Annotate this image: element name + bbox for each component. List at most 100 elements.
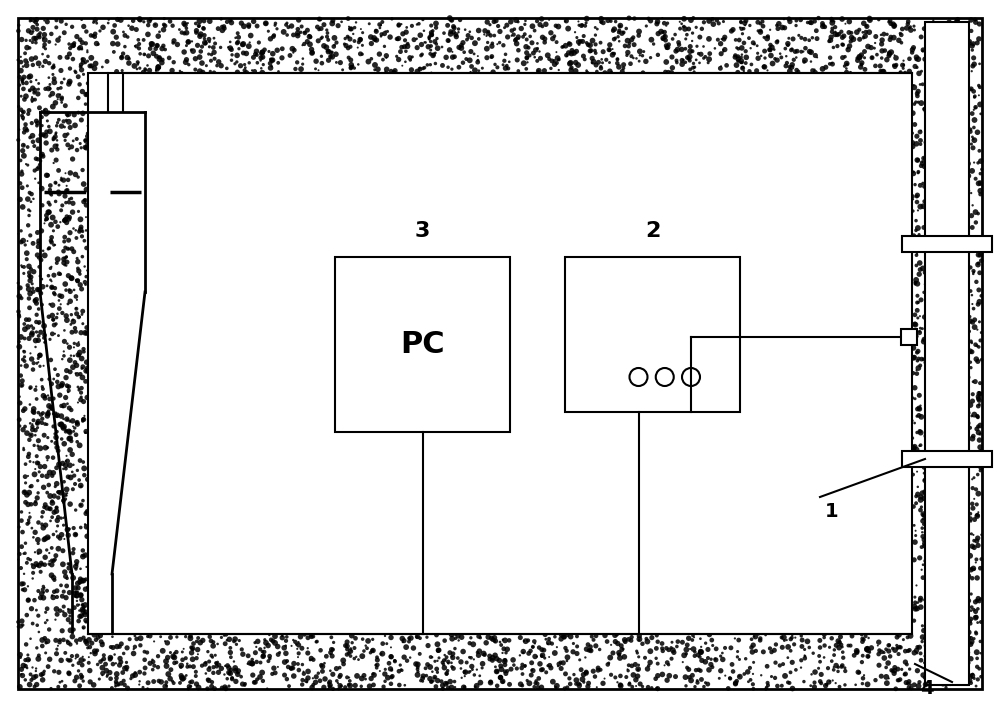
Point: [51, 188, 67, 199]
Point: [58, 252, 74, 263]
Point: [363, 53, 379, 64]
Point: [219, 635, 235, 646]
Point: [367, 34, 383, 45]
Point: [944, 409, 960, 420]
Point: [921, 542, 937, 554]
Point: [953, 493, 969, 504]
Point: [909, 290, 925, 301]
Point: [492, 636, 508, 648]
Point: [76, 621, 92, 633]
Point: [908, 52, 924, 63]
Point: [569, 46, 585, 57]
Point: [851, 667, 867, 678]
Point: [918, 431, 934, 442]
Point: [616, 27, 632, 38]
Point: [33, 255, 49, 266]
Point: [326, 41, 342, 52]
Point: [937, 573, 953, 585]
Point: [24, 117, 40, 129]
Point: [641, 660, 657, 672]
Point: [26, 561, 42, 573]
Point: [843, 640, 859, 651]
Point: [34, 670, 50, 681]
Point: [913, 655, 929, 666]
Point: [948, 570, 964, 581]
Point: [938, 587, 954, 598]
Point: [420, 41, 436, 52]
Point: [941, 473, 957, 484]
Point: [11, 336, 27, 347]
Point: [674, 636, 690, 648]
Point: [946, 420, 962, 431]
Point: [156, 13, 172, 24]
Point: [487, 661, 503, 672]
Point: [73, 522, 89, 533]
Point: [77, 583, 93, 595]
Point: [946, 72, 962, 83]
Point: [709, 15, 725, 26]
Point: [732, 22, 748, 33]
Point: [83, 615, 99, 626]
Point: [920, 654, 936, 665]
Point: [155, 54, 171, 66]
Point: [931, 542, 947, 554]
Point: [11, 391, 27, 402]
Text: 4: 4: [920, 679, 934, 698]
Point: [80, 120, 96, 132]
Point: [428, 681, 444, 692]
Point: [927, 494, 943, 506]
Point: [391, 20, 407, 31]
Point: [414, 49, 430, 60]
Point: [79, 135, 95, 146]
Point: [924, 667, 940, 678]
Point: [966, 265, 982, 276]
Point: [561, 37, 577, 49]
Point: [512, 650, 528, 661]
Point: [855, 650, 871, 661]
Point: [942, 501, 958, 512]
Point: [936, 132, 952, 144]
Point: [664, 52, 680, 63]
Point: [891, 674, 907, 686]
Point: [64, 466, 80, 477]
Point: [941, 660, 957, 672]
Point: [178, 40, 194, 52]
Point: [372, 22, 388, 33]
Point: [612, 653, 628, 664]
Point: [940, 368, 956, 380]
Point: [905, 141, 921, 152]
Point: [145, 656, 161, 667]
Point: [12, 682, 28, 693]
Point: [36, 42, 52, 53]
Point: [946, 651, 962, 662]
Point: [37, 43, 53, 54]
Point: [121, 57, 137, 69]
Point: [425, 25, 441, 37]
Point: [374, 28, 390, 40]
Point: [941, 364, 957, 375]
Point: [486, 632, 502, 643]
Point: [895, 634, 911, 645]
Point: [929, 329, 945, 340]
Point: [340, 32, 356, 43]
Point: [59, 524, 75, 535]
Point: [14, 76, 30, 88]
Point: [40, 452, 56, 463]
Point: [951, 364, 967, 375]
Point: [937, 565, 953, 576]
Point: [936, 632, 952, 643]
Point: [30, 238, 46, 249]
Point: [146, 676, 162, 687]
Point: [671, 39, 687, 50]
Point: [828, 677, 844, 689]
Point: [448, 29, 464, 40]
Point: [959, 393, 975, 404]
Point: [943, 421, 959, 433]
Point: [35, 506, 51, 518]
Point: [450, 631, 466, 642]
Point: [78, 508, 94, 519]
Point: [906, 42, 922, 53]
Point: [947, 573, 963, 585]
Point: [255, 52, 271, 63]
Point: [197, 37, 213, 49]
